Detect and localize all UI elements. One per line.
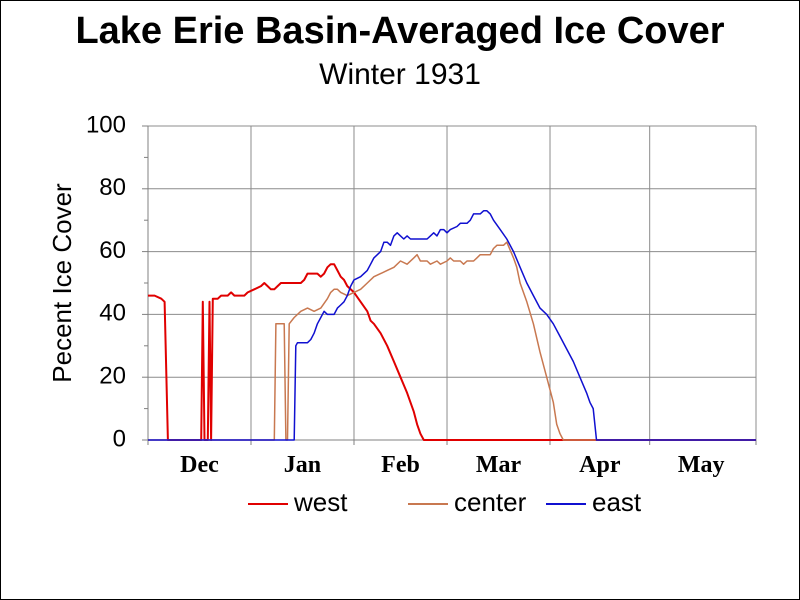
x-tick-label: Apr xyxy=(579,452,621,478)
x-tick-label: Jan xyxy=(284,452,321,478)
series-line-east xyxy=(148,210,756,441)
x-tick-label: Feb xyxy=(381,452,420,478)
grid xyxy=(148,125,757,440)
y-tick-label: 60 xyxy=(99,237,126,264)
legend-label-east: east xyxy=(592,487,642,517)
x-tick-label: Dec xyxy=(180,452,219,478)
y-tick-label: 80 xyxy=(99,174,126,201)
legend-label-west: west xyxy=(293,487,348,517)
series-line-center xyxy=(148,241,756,441)
y-tick-label: 20 xyxy=(99,363,126,390)
axes: 0 20 40 60 80 100 Dec Jan Feb Mar Apr May xyxy=(86,111,757,478)
y-tick-label: 0 xyxy=(113,425,126,452)
y-tick-label: 40 xyxy=(99,300,126,327)
y-tick-label: 100 xyxy=(86,111,126,138)
x-tick-label: Mar xyxy=(476,452,522,478)
series-line-west xyxy=(148,263,756,441)
legend-label-center: center xyxy=(454,487,527,517)
legend: west center east xyxy=(248,487,642,517)
chart-subtitle: Winter 1931 xyxy=(319,58,481,91)
chart-title: Lake Erie Basin-Averaged Ice Cover xyxy=(75,10,725,52)
y-axis-label: Pecent Ice Cover xyxy=(47,183,77,383)
series-lines xyxy=(148,210,756,441)
x-tick-label: May xyxy=(678,452,725,478)
